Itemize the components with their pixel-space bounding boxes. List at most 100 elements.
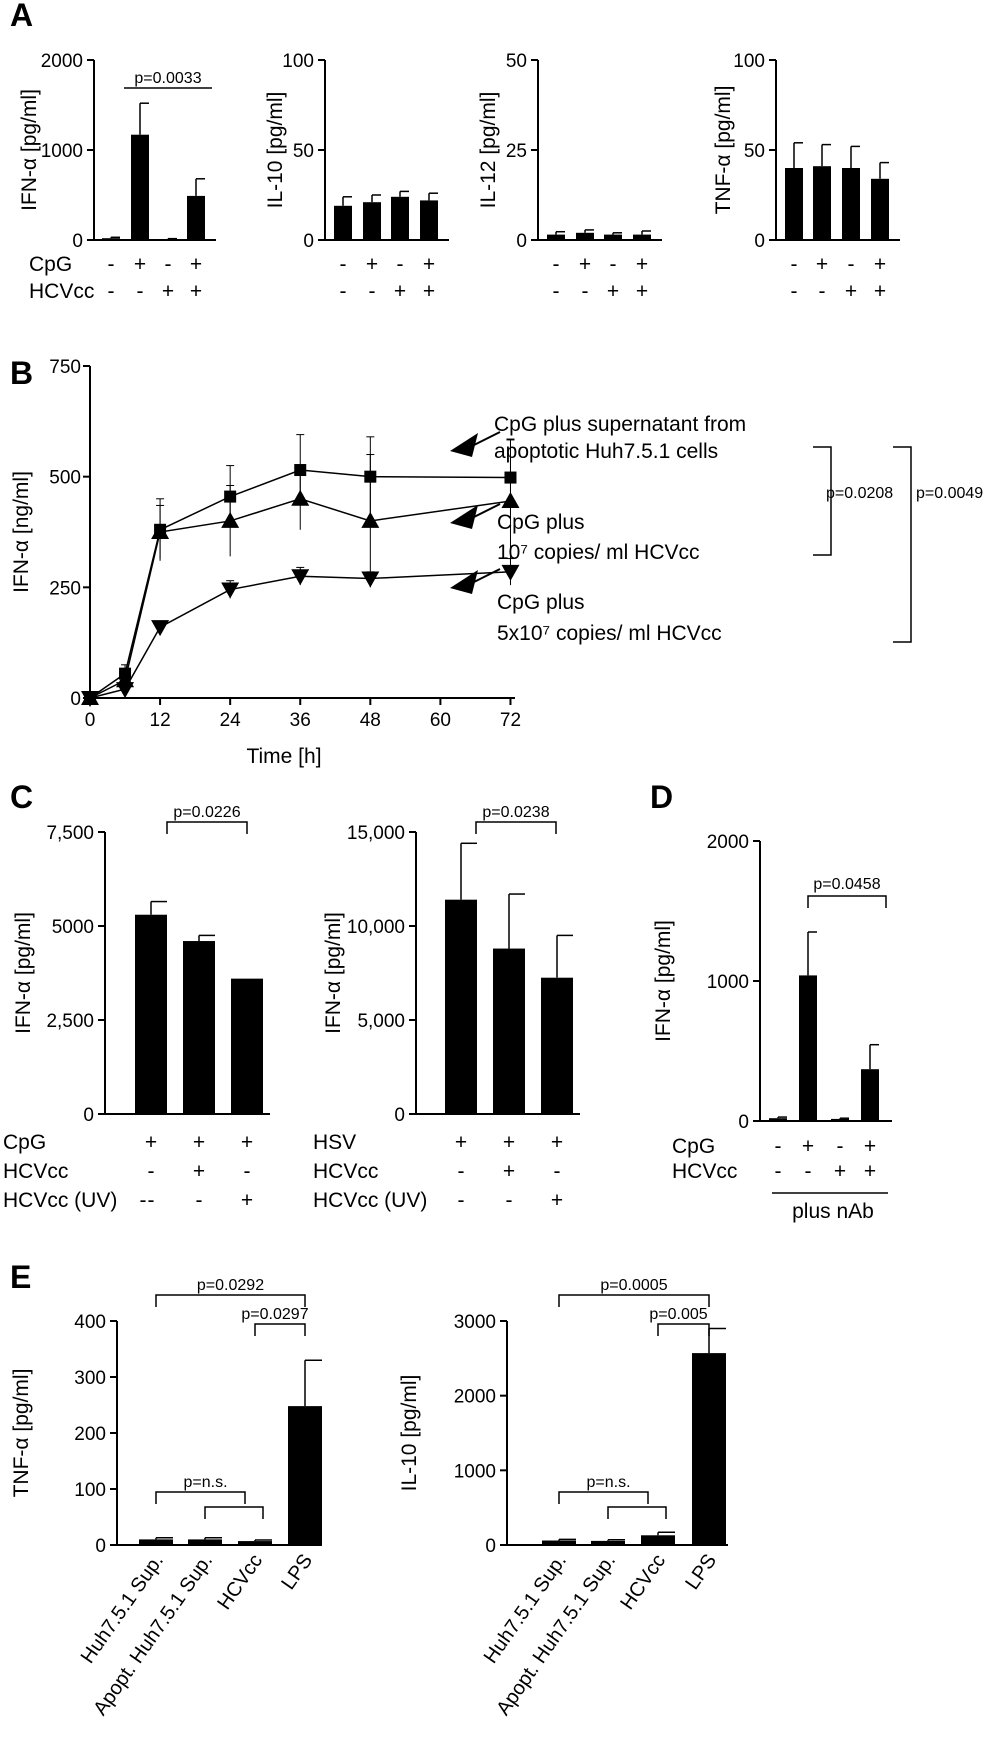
b-series-3-point	[116, 682, 135, 699]
a4-y-tick-label: 0	[754, 231, 765, 252]
c2-row-label: HCVcc (UV)	[313, 1189, 427, 1212]
a4-sign: +	[816, 253, 828, 276]
b-annotation-1-line-1: CpG plus supernatant from	[494, 413, 746, 436]
d-sign: -	[837, 1135, 844, 1158]
c2-y-tick-label: 10,000	[347, 917, 405, 938]
b-annotation-1-arrowhead	[450, 433, 478, 457]
panel-label-d: D	[650, 779, 673, 815]
c1-sign: -	[148, 1189, 155, 1212]
b-x-tick-label: 12	[150, 710, 171, 731]
b-annotation-3-arrow-shaft	[471, 568, 501, 584]
a3-bar	[576, 232, 594, 240]
e1-bar	[188, 1539, 222, 1545]
c2-sign: -	[458, 1160, 465, 1183]
a2-bar	[363, 202, 381, 240]
a1-bar	[102, 238, 120, 240]
e2-bar	[591, 1540, 625, 1545]
b-series-2-point	[151, 523, 170, 539]
a1-y-tick-label: 1000	[41, 141, 83, 162]
e2-y-axis-label: IL-10 [pg/ml]	[398, 1375, 421, 1492]
a3-bar	[547, 234, 565, 240]
c1-bar	[231, 978, 263, 1114]
a2-y-tick-label: 100	[282, 51, 314, 72]
d-sign: -	[775, 1135, 782, 1158]
a4-bar	[785, 168, 803, 240]
c2-pvalue: p=0.0238	[482, 804, 549, 821]
a2-sign: +	[366, 253, 378, 276]
b-series-3-point	[221, 582, 240, 599]
a2-sign: -	[340, 280, 347, 303]
e1-y-tick-label: 300	[74, 1368, 106, 1389]
c1-row-label: CpG	[3, 1131, 46, 1154]
a3-bar	[604, 234, 622, 240]
a3-bar	[633, 234, 651, 240]
e1-ns-bracket-outer	[155, 1491, 246, 1504]
a3-y-tick-label: 50	[506, 51, 527, 72]
c2-sign: +	[551, 1189, 563, 1212]
b-annotation-2-line-1: CpG plus	[497, 511, 585, 534]
b-y-axis-label: IFN-α [ng/ml]	[10, 471, 33, 593]
e2-pvalue-bracket-1	[558, 1294, 710, 1307]
e1-bar	[238, 1541, 272, 1545]
a1-sign: -	[137, 280, 144, 303]
d-sign: +	[864, 1135, 876, 1158]
c2-row-label: HCVcc	[313, 1160, 378, 1183]
a-row-label-cpg: CpG	[29, 253, 72, 276]
c1-row-label: HCVcc (UV)	[3, 1189, 117, 1212]
a2-y-tick-label: 0	[303, 231, 314, 252]
b-x-tick-label: 72	[500, 710, 521, 731]
a3-y-tick-label: 0	[516, 231, 527, 252]
b-annotation-1-arrow-shaft	[471, 431, 501, 447]
a2-sign: -	[369, 280, 376, 303]
e1-pvalue-bracket-2	[254, 1323, 306, 1336]
e1-pvalue-bracket-1	[155, 1294, 306, 1307]
a2-sign: +	[423, 253, 435, 276]
c2-y-tick-label: 15,000	[347, 823, 405, 844]
b-pvalue-2: p=0.0049	[916, 485, 983, 502]
a2-y-tick-label: 50	[293, 141, 314, 162]
b-pvalue-1: p=0.0208	[826, 485, 893, 502]
e2-pvalue-1: p=0.0005	[600, 1277, 667, 1294]
a-row-label-hcvcc: HCVcc	[29, 280, 94, 303]
b-annotation-2-line-2: 10⁷ copies/ ml HCVcc	[497, 541, 700, 564]
b-y-tick-label: 250	[49, 578, 81, 599]
e2-bar	[542, 1540, 576, 1545]
b-series-3-point	[81, 691, 99, 707]
c1-bar	[135, 914, 167, 1114]
b-x-tick-label: 0	[85, 710, 96, 731]
b-series-3-point	[361, 571, 380, 588]
d-sign: +	[864, 1160, 876, 1183]
b-x-tick-label: 36	[290, 710, 311, 731]
e1-y-tick-label: 100	[74, 1480, 106, 1501]
d-sign: +	[802, 1135, 814, 1158]
b-annotation-3-line-2: 5x10⁷ copies/ ml HCVcc	[497, 622, 722, 645]
e1-y-tick-label: 0	[95, 1536, 106, 1557]
a3-sign: -	[553, 253, 560, 276]
b-annotation-3-arrowhead	[450, 570, 478, 594]
e1-x-category-label: HCVcc	[213, 1550, 267, 1614]
c1-y-tick-label: 2,500	[46, 1011, 94, 1032]
c1-sign: -	[244, 1160, 251, 1183]
panel-label-a: A	[10, 0, 33, 33]
d-bar	[861, 1069, 879, 1121]
b-series-2-point	[221, 511, 240, 528]
b-bracket-1	[813, 446, 832, 556]
c2-y-tick-label: 5,000	[357, 1011, 405, 1032]
a2-y-axis-label: IL-10 [pg/ml]	[264, 92, 287, 209]
c2-bar	[493, 948, 525, 1114]
c2-bar	[541, 977, 573, 1114]
panel-label-b: B	[10, 355, 33, 391]
c1-pvalue-bracket	[166, 821, 248, 834]
c2-sign: +	[503, 1160, 515, 1183]
d-y-axis-label: IFN-α [pg/ml]	[652, 920, 675, 1042]
a3-sign: +	[579, 253, 591, 276]
b-bracket-2	[893, 446, 912, 643]
b-x-axis-label: Time [h]	[246, 745, 321, 768]
e2-x-category-label: LPS	[681, 1550, 721, 1594]
c2-sign: -	[506, 1189, 513, 1212]
c1-sign: +	[241, 1131, 253, 1154]
a1-bar	[159, 239, 177, 241]
c2-bar	[445, 899, 477, 1114]
e1-y-tick-label: 200	[74, 1424, 106, 1445]
d-pvalue-bracket	[807, 895, 887, 908]
